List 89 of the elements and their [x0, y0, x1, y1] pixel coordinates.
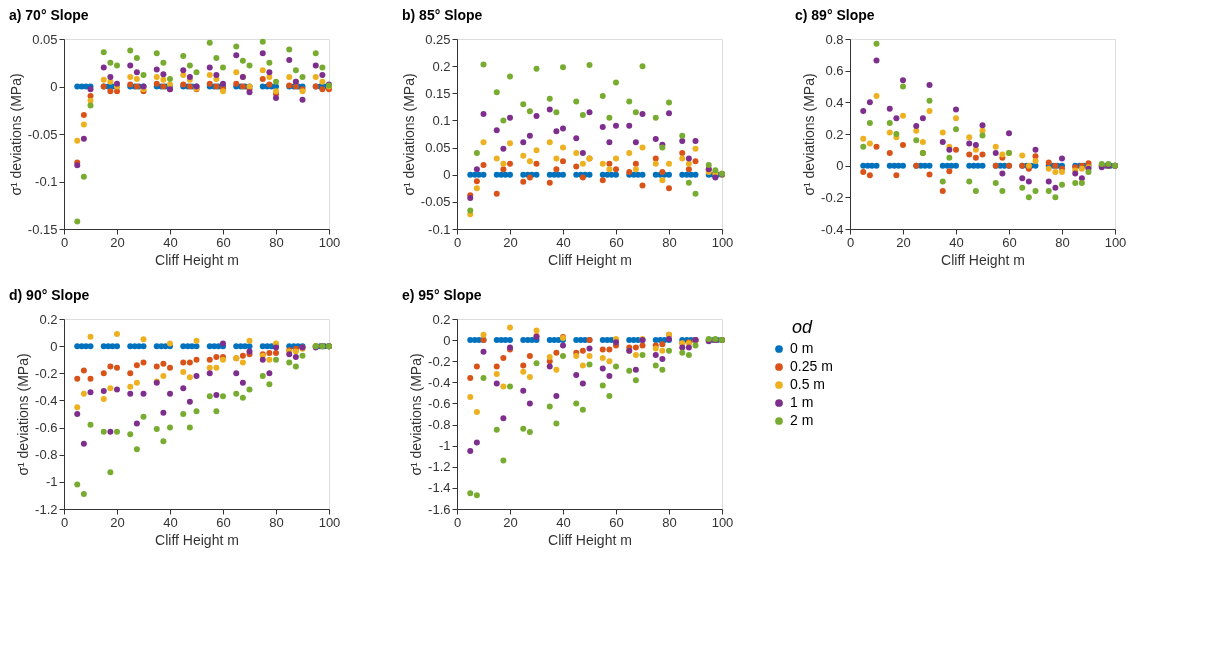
y-tick-label: 0.15	[425, 85, 451, 101]
x-axis-title: Cliff Height m	[548, 251, 632, 268]
y-tick-label: 0.2	[825, 126, 844, 142]
chart-title: e) 95° Slope	[402, 287, 482, 303]
x-tick-label: 0	[453, 234, 462, 250]
y-tick-label: -0.4	[35, 392, 58, 408]
y-tick-label: -0.1	[428, 221, 451, 237]
x-tick-label: 0	[60, 514, 69, 530]
y-tick-label: -0.05	[27, 126, 58, 142]
y-axis-title: σ¹ deviations (MPa)	[408, 353, 425, 476]
y-tick-label: -0.1	[35, 174, 58, 189]
x-tick-label: 100	[318, 234, 341, 250]
x-axis-title: Cliff Height m	[155, 531, 239, 548]
y-tick-label: -1.2	[428, 459, 451, 475]
x-tick-label: 20	[896, 234, 911, 250]
x-tick-label: 80	[1055, 234, 1070, 250]
y-tick-label: 0	[50, 79, 58, 94]
x-tick-label: 80	[269, 234, 284, 250]
legend-label: 0.5 m	[790, 376, 826, 392]
y-tick-label: -0.6	[35, 420, 58, 436]
y-tick-label: 0.25	[425, 31, 451, 47]
chart-title: a) 70° Slope	[9, 7, 89, 23]
y-tick-label: -0.6	[428, 395, 451, 411]
x-tick-label: 60	[216, 514, 231, 530]
y-tick-label: -0.8	[428, 417, 451, 433]
legend-label: 0 m	[790, 340, 814, 356]
x-tick-label: 40	[163, 234, 178, 250]
x-tick-label: 100	[711, 514, 734, 530]
x-tick-label: 40	[556, 234, 571, 250]
y-tick-label: 0	[836, 158, 844, 174]
y-tick-label: -0.2	[428, 353, 451, 369]
x-axis-title: Cliff Height m	[941, 251, 1025, 268]
x-tick-label: 60	[1002, 234, 1017, 250]
legend-title: od	[791, 317, 813, 337]
y-tick-label: 0.4	[825, 94, 844, 110]
x-tick-label: 100	[318, 514, 341, 530]
x-tick-label: 40	[163, 514, 178, 530]
y-tick-label: -0.4	[821, 221, 844, 237]
y-tick-label: -0.05	[420, 194, 451, 210]
chart-title: d) 90° Slope	[9, 287, 90, 303]
x-tick-label: 100	[1104, 234, 1127, 250]
x-tick-label: 60	[609, 514, 624, 530]
x-tick-label: 0	[60, 234, 69, 250]
x-tick-label: 100	[711, 234, 734, 250]
y-axis-title: σ¹ deviations (MPa)	[15, 353, 32, 476]
y-axis-title: σ¹ deviations (MPa)	[801, 73, 818, 196]
y-tick-label: 0.8	[825, 31, 844, 47]
x-tick-label: 20	[503, 234, 518, 250]
x-tick-label: 40	[949, 234, 964, 250]
y-tick-label: -1.6	[428, 501, 451, 517]
legend-label: 2 m	[790, 412, 814, 428]
x-axis-title: Cliff Height m	[548, 531, 632, 548]
legend-label: 0.25 m	[790, 358, 833, 374]
legend-label: 1 m	[790, 394, 814, 410]
y-tick-label: 0	[443, 167, 451, 183]
y-axis-title: σ¹ deviations (MPa)	[400, 73, 417, 196]
x-tick-label: 80	[269, 514, 284, 530]
x-tick-label: 20	[503, 514, 518, 530]
y-tick-label: 0	[50, 338, 58, 354]
x-tick-label: 60	[216, 234, 231, 250]
x-tick-label: 0	[453, 514, 462, 530]
y-tick-label: -0.2	[35, 365, 58, 381]
y-tick-label: -1.2	[35, 501, 58, 517]
y-tick-label: -1	[45, 474, 58, 490]
y-tick-label: 0.05	[32, 31, 58, 47]
y-tick-label: -1.4	[428, 480, 451, 496]
chart-title: c) 89° Slope	[795, 7, 875, 23]
y-tick-label: 0.1	[432, 112, 451, 128]
y-tick-label: -0.15	[27, 221, 58, 237]
x-tick-label: 80	[662, 514, 677, 530]
x-tick-label: 60	[609, 234, 624, 250]
y-tick-label: 0.05	[425, 140, 451, 156]
x-tick-label: 40	[556, 514, 571, 530]
y-tick-label: 0.2	[432, 311, 451, 327]
x-tick-label: 20	[110, 234, 125, 250]
x-tick-label: 80	[662, 234, 677, 250]
x-tick-label: 20	[110, 514, 125, 530]
chart-title: b) 85° Slope	[402, 7, 483, 23]
y-tick-label: -0.4	[428, 374, 451, 390]
y-tick-label: 0.2	[39, 311, 58, 327]
y-tick-label: -1	[438, 438, 451, 454]
x-axis-title: Cliff Height m	[155, 251, 239, 268]
x-tick-label: 0	[846, 234, 855, 250]
y-tick-label: 0.2	[432, 58, 451, 74]
y-tick-label: 0.6	[825, 63, 844, 79]
y-axis-title: σ¹ deviations (MPa)	[7, 73, 24, 196]
y-tick-label: -0.8	[35, 447, 58, 463]
y-tick-label: -0.2	[821, 189, 844, 205]
y-tick-label: 0	[443, 332, 451, 348]
